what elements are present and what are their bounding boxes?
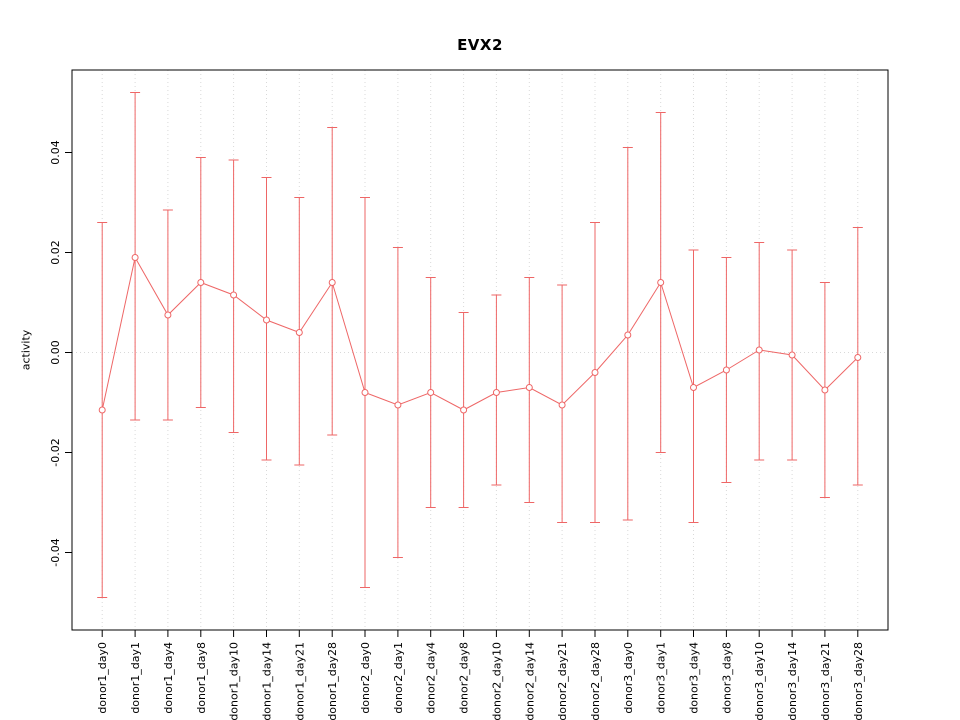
x-tick-label: donor2_day14 [523,642,536,720]
data-point [328,279,336,286]
x-tick-label: donor1_day14 [261,642,274,720]
x-tick-label: donor2_day21 [556,642,569,720]
data-point [361,389,369,396]
x-tick-label: donor1_day28 [326,642,339,720]
data-point [821,386,829,394]
x-tick-label: donor1_day4 [162,642,175,714]
data-point [427,389,435,396]
y-tick-label: 0.02 [49,240,62,265]
data-point [788,351,796,359]
chart-title: EVX2 [457,36,503,54]
y-tick-label: -0.02 [49,438,62,466]
x-tick-label: donor2_day1 [392,642,405,714]
x-tick-label: donor3_day10 [753,642,766,720]
x-tick-label: donor2_day10 [490,642,503,720]
x-tick-label: donor1_day21 [293,642,306,720]
data-point [722,366,730,374]
data-point [755,346,763,354]
x-tick-label: donor3_day14 [786,642,799,720]
x-tick-label: donor2_day4 [425,642,438,714]
data-point [624,331,632,339]
x-tick-label: donor3_day1 [655,642,668,714]
y-tick-label: 0.04 [49,140,62,165]
data-point [460,406,468,414]
data-point [164,311,172,319]
x-tick-label: donor3_day4 [688,642,701,714]
x-tick-label: donor2_day8 [458,642,471,714]
x-tick-label: donor1_day8 [195,642,208,714]
data-point [197,279,205,286]
x-tick-label: donor1_day10 [228,642,241,720]
x-tick-label: donor3_day21 [819,642,832,720]
data-point [690,384,697,391]
data-point [657,279,665,286]
data-point [131,254,139,261]
x-tick-label: donor1_day0 [96,642,109,714]
x-tick-label: donor2_day0 [359,642,372,714]
x-tick-label: donor3_day28 [852,642,865,720]
y-tick-label: 0.00 [49,340,62,365]
y-tick-label: -0.04 [49,538,62,566]
data-point [492,389,500,396]
data-point [230,291,238,299]
plot-box [71,69,889,631]
x-tick-label: donor3_day8 [720,642,733,714]
data-point [525,384,533,391]
series-line [101,256,859,411]
x-tick-label: donor2_day28 [589,642,602,720]
data-point [591,369,599,376]
x-tick-label: donor1_day1 [129,642,142,714]
data-point [854,354,862,361]
data-point [263,316,270,324]
data-point [558,401,566,409]
data-point [295,329,303,336]
x-tick-label: donor3_day0 [622,642,635,714]
data-point [394,401,402,409]
data-point [98,406,106,414]
